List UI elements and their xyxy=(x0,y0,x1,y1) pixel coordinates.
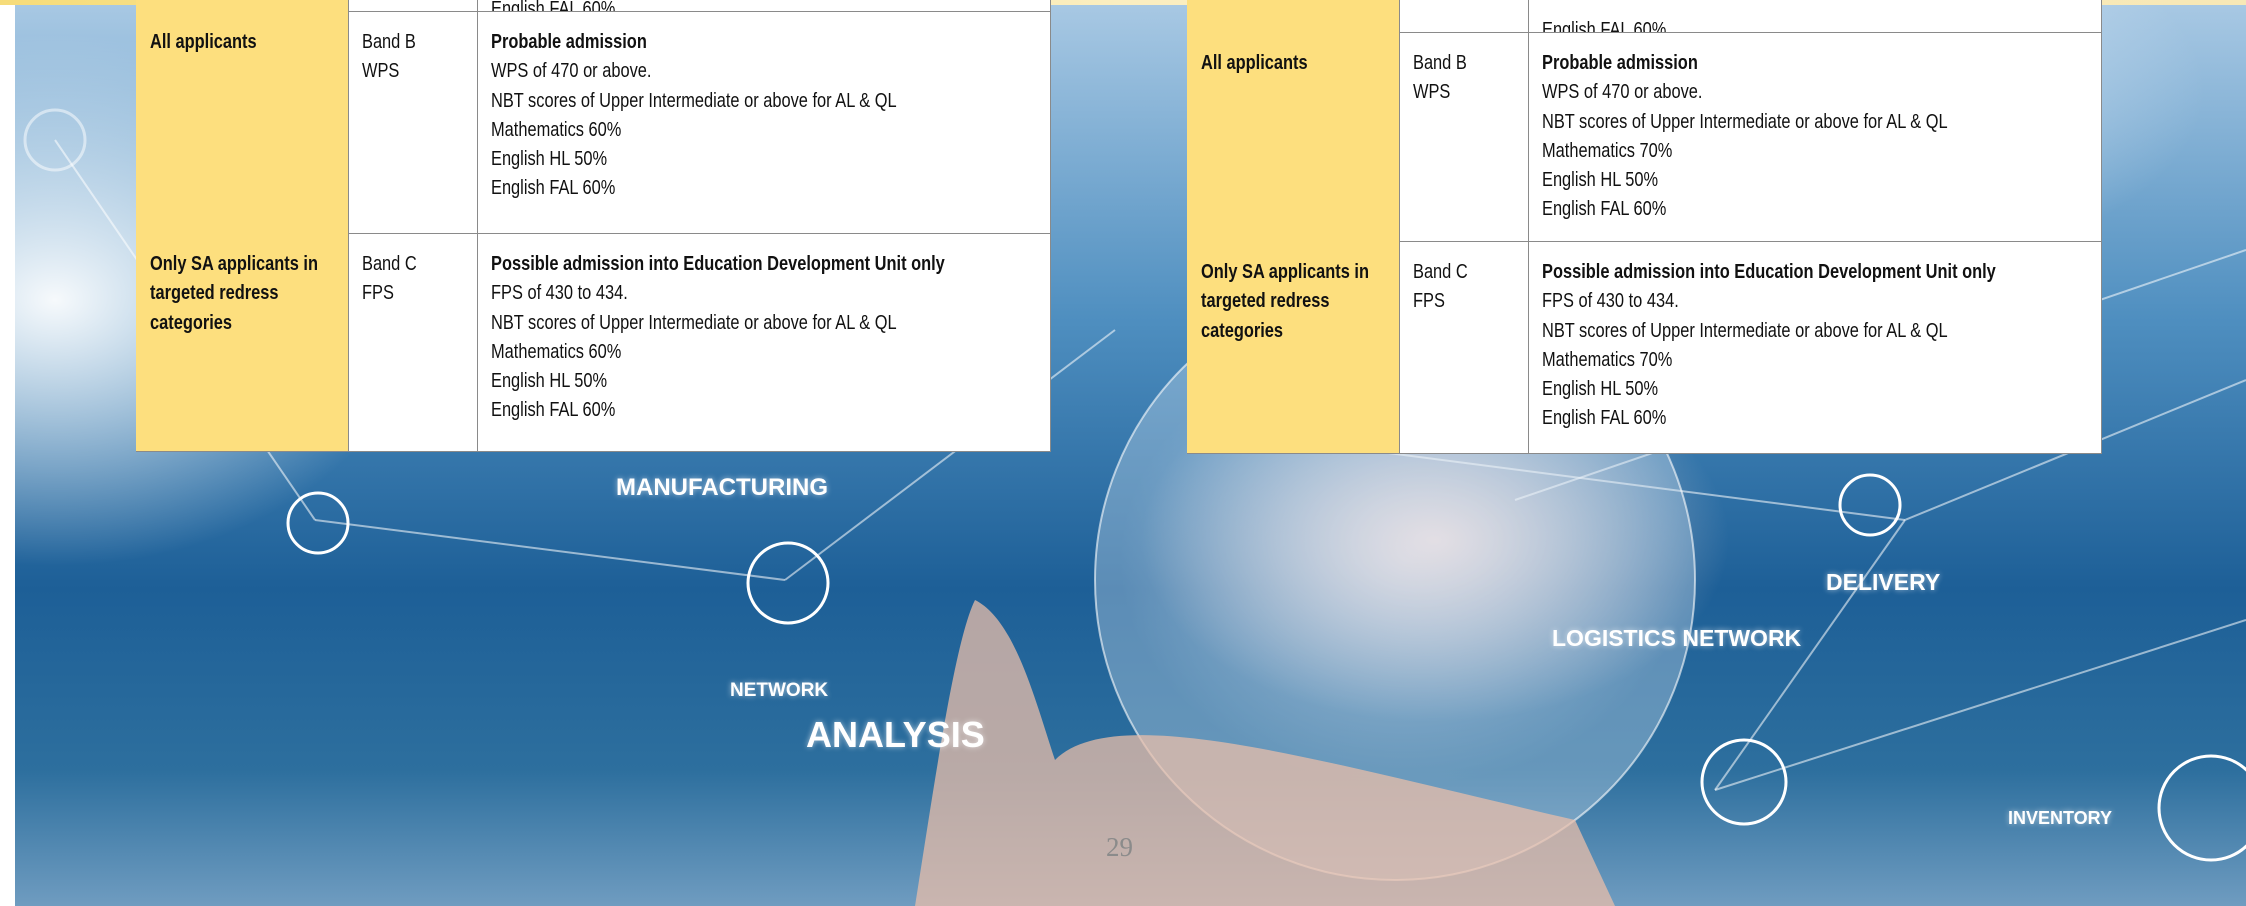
requirement-line: English HL 50% xyxy=(1542,377,1659,401)
background-label: MANUFACTURING xyxy=(616,474,828,501)
band-label: Band B xyxy=(1413,51,1467,74)
table-cell xyxy=(1399,0,1529,33)
background-label: DELIVERY xyxy=(1826,569,1941,595)
table-cell: Band B WPS xyxy=(348,11,478,234)
requirement-heading: Probable admission xyxy=(491,30,647,53)
requirement-heading: Probable admission xyxy=(1542,51,1698,74)
requirement-line: English FAL 60% xyxy=(1542,406,1667,430)
band-label: WPS xyxy=(362,59,400,83)
requirement-line: Mathematics 70% xyxy=(1542,138,1673,162)
cell-text: English FAL 60% xyxy=(1542,15,1667,33)
table: English FAL 60% All applicants Band B WPS Pr… xyxy=(136,0,1051,452)
table-cell: Only SA applicants in targeted redress c… xyxy=(136,233,349,452)
background-label: INVENTORY xyxy=(2008,808,2113,828)
background-label: LOGISTICS NETWORK xyxy=(1552,625,1802,651)
table-cell: Band C FPS xyxy=(348,233,478,452)
cell-text: Probable admission WPS of 470 or above. NB… xyxy=(1542,48,1948,224)
applicant-group: Only SA applicants in targeted redress c… xyxy=(150,252,318,334)
requirement-line: NBT scores of Upper Intermediate or abov… xyxy=(491,88,897,112)
cell-text: All applicants xyxy=(150,27,326,56)
page-number: 29 xyxy=(1106,832,1133,862)
requirement-heading: Possible admission into Education Develo… xyxy=(1542,260,1996,283)
cell-text: Only SA applicants in targeted redress c… xyxy=(1201,257,1377,345)
requirement-line: English FAL 60% xyxy=(491,0,616,12)
applicant-group: All applicants xyxy=(150,30,257,53)
requirement-line: English HL 50% xyxy=(491,147,608,171)
requirement-line: NBT scores of Upper Intermediate or abov… xyxy=(491,310,897,334)
background-label: NETWORK xyxy=(730,680,829,701)
requirement-line: NBT scores of Upper Intermediate or abov… xyxy=(1542,109,1948,133)
cell-text: Possible admission into Education Develo… xyxy=(491,249,945,425)
applicant-group: All applicants xyxy=(1201,51,1308,74)
table-cell: Probable admission WPS of 470 or above. NB… xyxy=(1528,32,2102,242)
cell-text: Band B WPS xyxy=(362,27,416,86)
table-cell: All applicants xyxy=(136,11,349,234)
table-cell xyxy=(1187,0,1400,33)
cell-text: Band C FPS xyxy=(1413,257,1468,316)
top-stripe xyxy=(0,0,2246,5)
table-cell: All applicants xyxy=(1187,32,1400,242)
applicant-group: Only SA applicants in targeted redress c… xyxy=(1201,260,1369,342)
requirement-line: English FAL 60% xyxy=(1542,197,1667,221)
band-label: Band B xyxy=(362,30,416,53)
requirement-line: English HL 50% xyxy=(1542,168,1659,192)
band-label: FPS xyxy=(1413,289,1445,313)
cell-text: Possible admission into Education Develo… xyxy=(1542,257,1996,433)
requirement-line: Mathematics 70% xyxy=(1542,347,1673,371)
band-label: Band C xyxy=(1413,260,1468,283)
cell-text: Probable admission WPS of 470 or above. NB… xyxy=(491,27,897,203)
table: English FAL 60% All applicants Band B WPS Pr… xyxy=(1187,0,2102,454)
requirement-line: FPS of 430 to 434. xyxy=(1542,289,1679,313)
requirement-line: Mathematics 60% xyxy=(491,117,622,141)
table-cell: Only SA applicants in targeted redress c… xyxy=(1187,241,1400,454)
table-cell xyxy=(348,0,478,12)
cell-text: All applicants xyxy=(1201,48,1377,77)
requirement-line: English FAL 60% xyxy=(491,176,616,200)
cell-text: Only SA applicants in targeted redress c… xyxy=(150,249,326,337)
requirement-line: English FAL 60% xyxy=(491,398,616,422)
band-label: WPS xyxy=(1413,80,1451,104)
table-cell: Possible admission into Education Develo… xyxy=(1528,241,2102,454)
requirement-line: Mathematics 60% xyxy=(491,339,622,363)
table-cell: English FAL 60% xyxy=(477,0,1051,12)
table-cell: English FAL 60% xyxy=(1528,0,2102,33)
cell-text: Band C FPS xyxy=(362,249,417,308)
table-cell: Band B WPS xyxy=(1399,32,1529,242)
requirement-heading: Possible admission into Education Develo… xyxy=(491,252,945,275)
requirement-line: WPS of 470 or above. xyxy=(1542,80,1703,104)
background-label: ANALYSIS xyxy=(806,714,985,755)
requirement-line: WPS of 470 or above. xyxy=(491,59,652,83)
requirement-line: NBT scores of Upper Intermediate or abov… xyxy=(1542,318,1948,342)
requirement-line: FPS of 430 to 434. xyxy=(491,281,628,305)
band-label: FPS xyxy=(362,281,394,305)
cell-text: Band B WPS xyxy=(1413,48,1467,107)
table-cell: Possible admission into Education Develo… xyxy=(477,233,1051,452)
requirement-line: English FAL 60% xyxy=(1542,17,1667,33)
table-cell: Band C FPS xyxy=(1399,241,1529,454)
band-label: Band C xyxy=(362,252,417,275)
requirement-line: English HL 50% xyxy=(491,369,608,393)
table-cell: Probable admission WPS of 470 or above. NB… xyxy=(477,11,1051,234)
cell-text: English FAL 60% xyxy=(491,0,616,12)
